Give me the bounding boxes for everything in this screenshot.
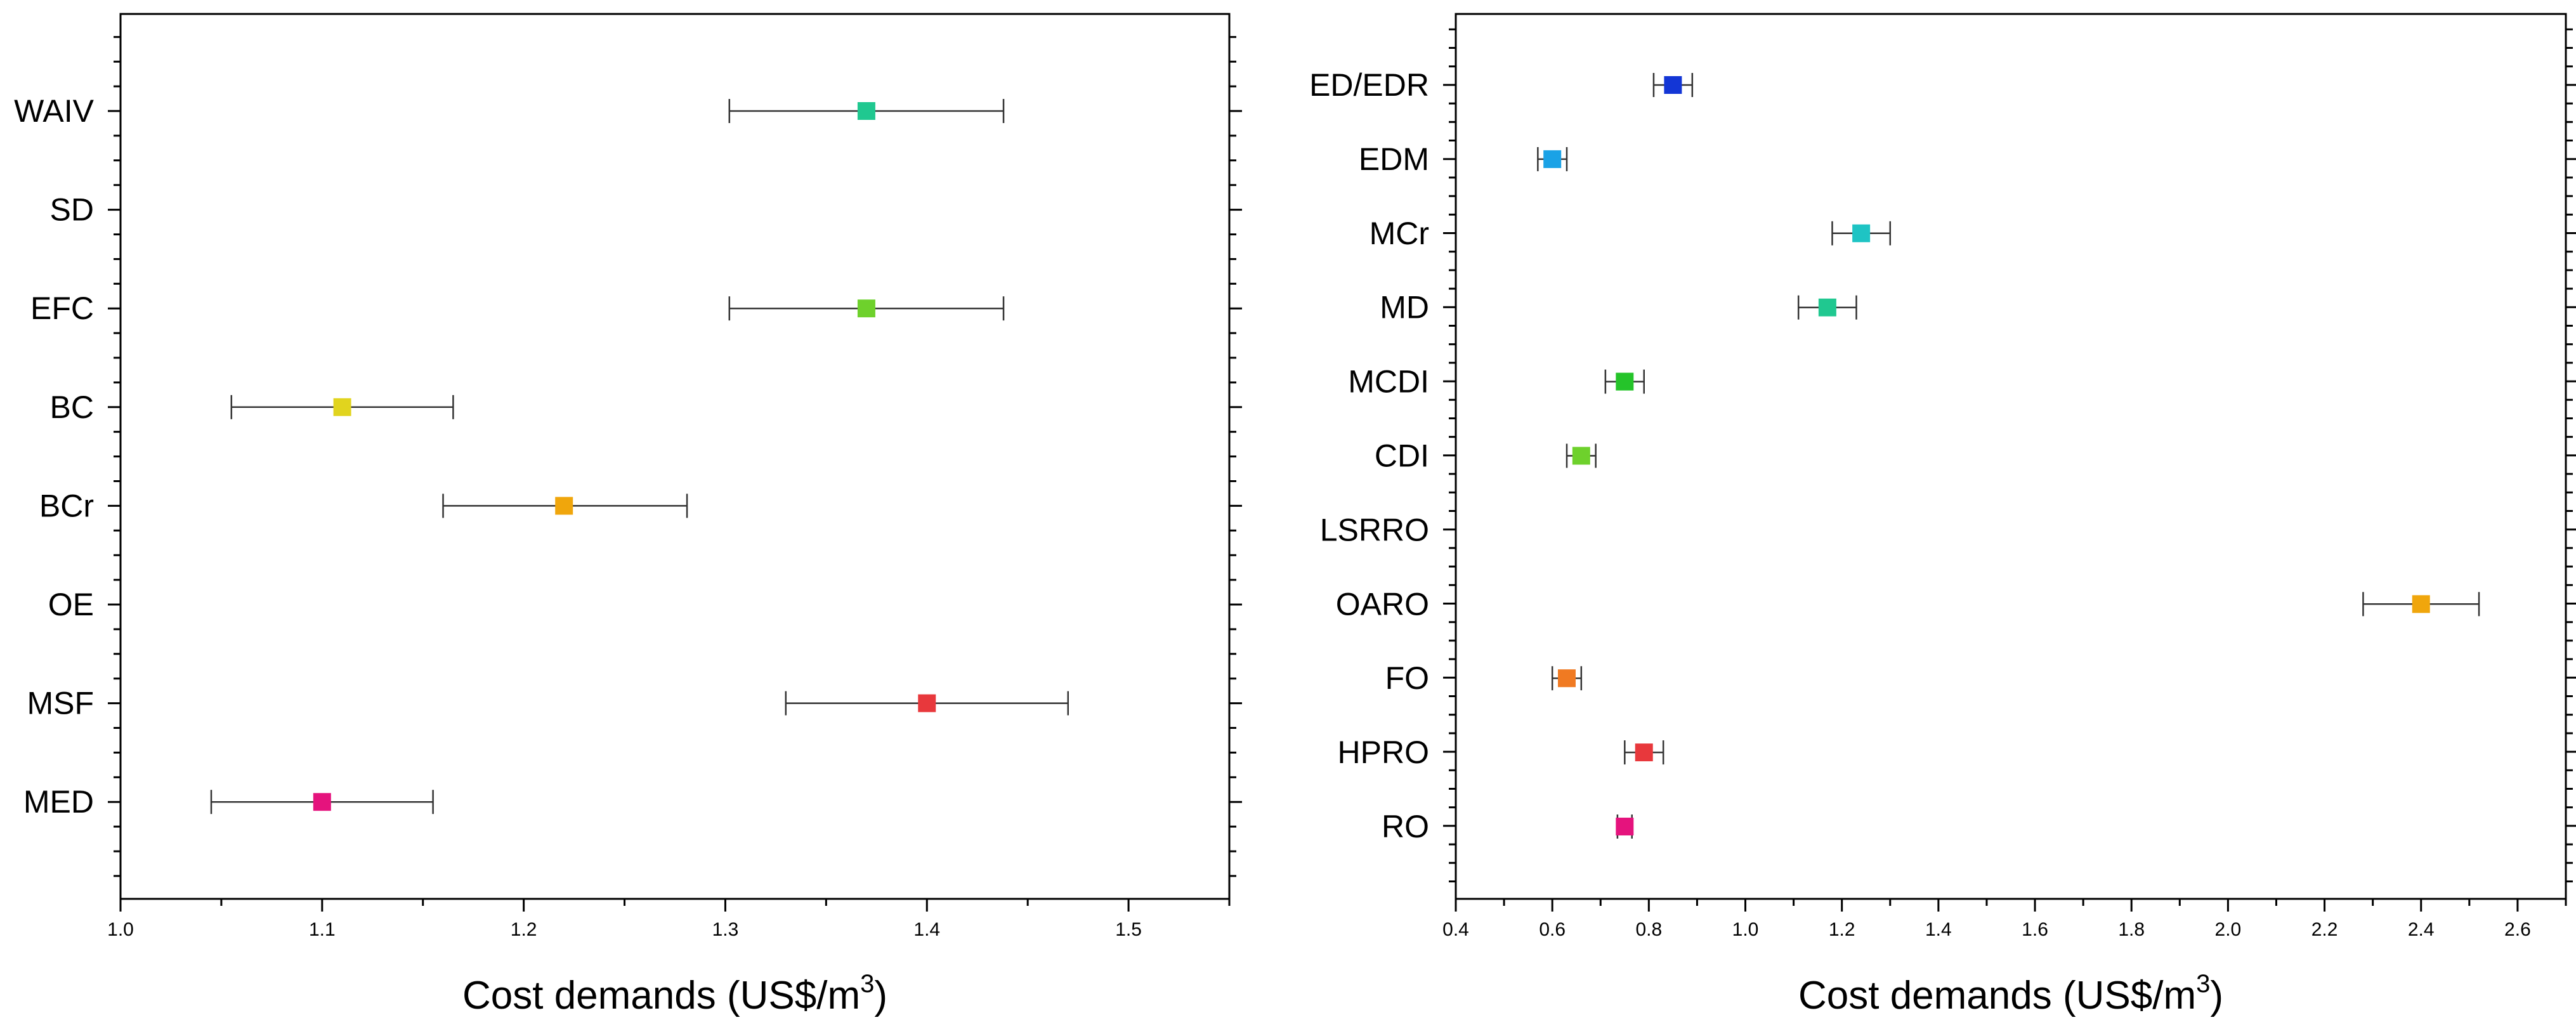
category-label: MED	[23, 784, 94, 820]
category-label: EDM	[1359, 141, 1429, 177]
x-tick-label: 1.0	[1732, 919, 1759, 940]
category-label: SD	[50, 192, 94, 228]
data-point-med	[313, 793, 331, 811]
data-point-bcr	[555, 497, 573, 515]
data-point-efc	[857, 299, 875, 318]
x-tick-label: 1.3	[712, 919, 739, 940]
x-axis-title: Cost demands (US$/m3)	[462, 970, 887, 1017]
x-tick-label: 1.4	[913, 919, 940, 940]
category-label: MCDI	[1348, 364, 1429, 400]
x-tick-label: 0.8	[1635, 919, 1662, 940]
plot-frame	[1455, 13, 2567, 900]
x-tick-label: 1.8	[2118, 919, 2145, 940]
category-label: LSRRO	[1320, 512, 1429, 547]
x-tick-label: 1.4	[1925, 919, 1952, 940]
category-label: OARO	[1336, 586, 1429, 622]
x-tick-label: 1.2	[511, 919, 537, 940]
x-axis-title-close: )	[874, 974, 887, 1017]
plot-frame	[119, 13, 1231, 900]
data-point-bc	[333, 398, 351, 416]
data-point-oaro	[2412, 595, 2430, 613]
category-label: MSF	[27, 686, 94, 721]
category-label: EFC	[30, 291, 94, 326]
x-axis-title-close: )	[2210, 974, 2223, 1017]
category-label: ED/EDR	[1309, 67, 1429, 103]
data-point-edm	[1543, 150, 1562, 168]
category-label: MCr	[1370, 216, 1429, 251]
category-label: RO	[1382, 809, 1429, 844]
data-point-waiv	[857, 102, 875, 120]
data-point-ro	[1616, 818, 1634, 835]
x-axis-title-main: Cost demands (US$/m	[462, 974, 860, 1017]
x-tick-label: 2.0	[2215, 919, 2242, 940]
data-point-cdi	[1572, 447, 1590, 465]
chart-right-desalination-membrane: 0.4 0.6 0.8 1.0 1.2 1.4 1.6 1.8 2.0 2.2 2.4 2.6 ED/E…	[1309, 13, 2576, 1017]
x-axis-title-main: Cost demands (US$/m	[1798, 974, 2196, 1017]
x-tick-label: 2.4	[2408, 919, 2435, 940]
chart-left-desalination-thermal: 1.0 1.1 1.2 1.3 1.4 1.5 WAIV SD EFC BC BCr OE MSF MED…	[14, 13, 1242, 1017]
data-point-ed-edr	[1664, 76, 1682, 94]
category-label: FO	[1385, 660, 1429, 696]
data-point-fo	[1558, 669, 1576, 688]
category-label: OE	[48, 587, 94, 622]
category-label: BC	[50, 389, 94, 425]
x-axis-title-superscript: 3	[2196, 970, 2210, 998]
data-point-hpro	[1635, 743, 1653, 762]
data-point-mcr	[1852, 224, 1871, 242]
category-label: MD	[1380, 290, 1429, 325]
x-tick-label: 0.4	[1442, 919, 1469, 940]
x-axis-title: Cost demands (US$/m3)	[1798, 970, 2223, 1017]
x-tick-label: 1.0	[107, 919, 134, 940]
x-tick-label: 2.2	[2311, 919, 2338, 940]
x-tick-label: 1.6	[2022, 919, 2048, 940]
x-tick-label: 1.1	[309, 919, 336, 940]
category-label: CDI	[1375, 438, 1429, 474]
data-point-mcdi	[1616, 372, 1634, 391]
x-tick-label: 1.5	[1115, 919, 1142, 940]
x-axis-title-superscript: 3	[860, 970, 874, 998]
data-point-md	[1818, 298, 1836, 317]
data-point-msf	[918, 694, 936, 712]
x-tick-label: 2.6	[2504, 919, 2531, 940]
category-label: BCr	[39, 488, 94, 523]
x-tick-label: 1.2	[1829, 919, 1855, 940]
category-label: WAIV	[14, 93, 95, 129]
x-tick-label: 0.6	[1539, 919, 1566, 940]
category-label: HPRO	[1338, 735, 1429, 770]
